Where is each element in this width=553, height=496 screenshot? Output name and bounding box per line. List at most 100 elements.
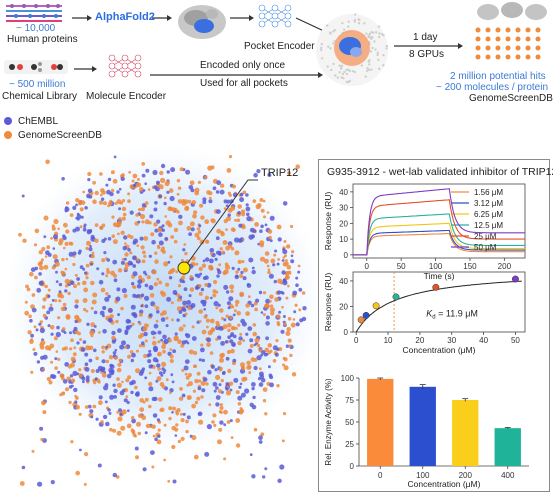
bar-y-tick-label: 25 [345,440,354,449]
binding-data-point [357,316,365,324]
hit-molecules-grid-icon [475,27,541,60]
activity-bar [367,378,394,466]
protein-label: Human proteins [7,34,78,45]
spr-x-tick-label: 0 [365,262,370,271]
binding-x-tick-label: 50 [511,336,520,345]
spr-y-tick-label: 20 [339,219,348,228]
spr-y-axis-label: Response (RU) [323,192,333,251]
spr-series-line [353,199,525,256]
binding-data-point [392,293,400,301]
binding-x-tick-label: 0 [354,336,359,345]
used-for-all-note: Used for all pockets [200,78,288,89]
protein-structure-icon [178,5,226,39]
binding-y-tick-label: 0 [344,328,349,337]
spr-legend-label: 6.25 μM [474,210,503,219]
spr-x-tick-label: 200 [498,262,512,271]
binding-fit-curve [355,280,522,333]
kd-annotation: Kd = 11.9 μM [426,309,478,321]
activity-bar [409,386,436,466]
binding-data-point [432,283,440,291]
binding-y-tick-label: 20 [339,302,348,311]
bar-y-axis-label: Rel. Enzyme Activity (%) [324,378,333,465]
trip12-label: TRIP12 [261,167,299,179]
spr-y-tick-label: 40 [339,188,348,197]
activity-bar [494,428,521,466]
bar-y-tick-label: 50 [345,418,354,427]
enzyme-activity-chart: 0 25 50 75 100 Rel. Enzyme Activity (%) Concen… [324,374,529,489]
binding-x-tick-label: 40 [479,336,488,345]
spr-legend-label: 50 μM [474,243,497,252]
callout-line [183,179,258,269]
bar-category-label: 100 [416,471,430,480]
legend-item-chembl: ChEMBL [4,114,102,128]
activity-bar [452,400,479,466]
legend-label-chembl: ChEMBL [18,115,59,127]
runtime-label: 1 day [413,32,438,43]
binding-x-tick-label: 20 [415,336,424,345]
molecule-encoder-network-icon [108,54,142,78]
spr-plot-frame [352,183,526,259]
spr-series-line [353,222,525,256]
binding-data-point [372,302,380,310]
legend-label-genomescreendb: GenomeScreenDB [18,129,102,141]
spr-series-line [353,188,525,256]
binding-y-axis-label: Response (RU) [323,273,333,332]
binding-x-axis-label: Concentration (μM) [403,345,476,355]
spr-y-tick-label: 10 [339,235,348,244]
spr-x-tick-label: 150 [463,262,477,271]
panel-title: G935-3912 - wet-lab validated inhibitor … [327,166,553,178]
validation-panel: G935-3912 - wet-lab validated inhibitor … [318,159,553,492]
bar-category-label: 400 [501,471,515,480]
binding-data-point [511,275,519,283]
spr-x-tick-label: 100 [429,262,443,271]
bar-x-axis-label: Concentration (μM) [408,479,481,489]
binding-x-tick-label: 30 [447,336,456,345]
embedding-points [18,155,307,487]
pocket-encoder-label: Pocket Encoder [244,41,315,52]
molecule-encoder-label: Molecule Encoder [86,91,167,102]
binding-data-point [362,311,370,319]
spr-y-tick-label: 0 [344,251,349,260]
bar-y-tick-label: 100 [341,374,355,383]
db-label: GenomeScreenDB [469,93,553,104]
gpu-label: 8 GPUs [409,49,445,60]
chemical-library-icon [4,60,68,74]
spr-y-tick-label: 30 [339,204,348,213]
chemical-label: Chemical Library [2,91,78,102]
spr-legend-label: 3.12 μM [474,199,503,208]
trip12-marker [177,261,191,275]
spr-legend-label: 12.5 μM [474,221,503,230]
spr-legend-label: 1.56 μM [474,188,503,197]
spr-series-line [353,213,525,256]
hit-proteins-icon [477,2,547,20]
legend: ChEMBL GenomeScreenDB [4,114,102,142]
bar-category-label: 200 [459,471,473,480]
per-protein-count: ~ 200 molecules / protein [436,82,549,93]
alphafold-label: AlphaFold2 [95,11,155,23]
legend-item-genomescreendb: GenomeScreenDB [4,128,102,142]
bar-y-tick-label: 75 [345,396,354,405]
bar-y-tick-label: 0 [350,462,355,471]
spr-series-line [353,233,525,256]
spr-sensorgram-chart: 0 50 100 150 200 0 10 20 30 40 Time (s) Response (R… [323,183,526,281]
legend-swatch-genomescreendb [4,131,12,139]
encoded-once-note: Encoded only once [200,60,286,71]
spr-series-line [353,229,525,256]
legend-swatch-chembl [4,117,12,125]
protein-count: ~ 10,000 [16,23,56,34]
bar-category-label: 0 [378,471,383,480]
screening-space-icon [316,13,389,86]
binding-y-tick-label: 40 [339,277,348,286]
binding-plot-frame [352,271,526,333]
hits-count: 2 million potential hits [450,71,546,82]
chemical-count: ~ 500 million [9,79,66,90]
spr-x-tick-label: 50 [397,262,406,271]
spr-x-axis-label: Time (s) [424,271,455,281]
pocket-encoder-network-icon [258,4,292,28]
protein-sequence-icon [5,3,65,22]
binding-x-tick-label: 10 [384,336,393,345]
pipeline-graphics [4,2,547,86]
embedding-map [5,145,320,487]
